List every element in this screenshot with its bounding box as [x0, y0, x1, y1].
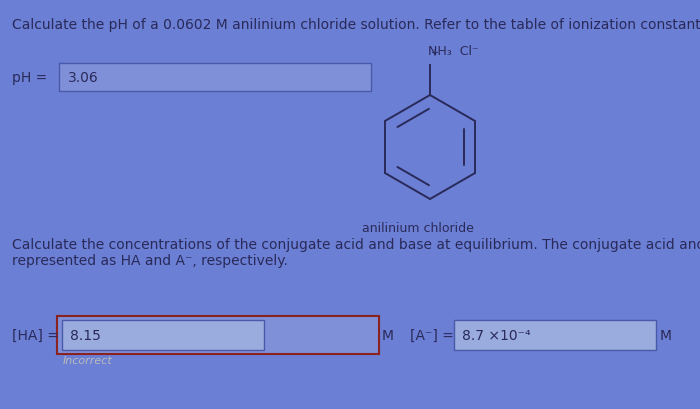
Text: M: M	[382, 328, 394, 342]
Text: Incorrect: Incorrect	[63, 355, 113, 365]
Text: anilinium chloride: anilinium chloride	[362, 221, 474, 234]
Text: represented as HA and A⁻, respectively.: represented as HA and A⁻, respectively.	[12, 254, 288, 267]
FancyBboxPatch shape	[59, 64, 371, 92]
Text: NH₃  Cl⁻: NH₃ Cl⁻	[428, 45, 479, 58]
FancyBboxPatch shape	[62, 320, 264, 350]
Text: M: M	[660, 328, 672, 342]
Text: 3.06: 3.06	[68, 71, 99, 85]
Text: 8.15: 8.15	[70, 328, 101, 342]
Text: Calculate the concentrations of the conjugate acid and base at equilibrium. The : Calculate the concentrations of the conj…	[12, 237, 700, 252]
Text: +: +	[430, 48, 438, 58]
Text: pH =: pH =	[12, 71, 48, 85]
Text: 8.7 ×10⁻⁴: 8.7 ×10⁻⁴	[462, 328, 531, 342]
Text: [A⁻] =: [A⁻] =	[410, 328, 454, 342]
FancyBboxPatch shape	[57, 316, 379, 354]
FancyBboxPatch shape	[454, 320, 656, 350]
Text: [HA] =: [HA] =	[12, 328, 59, 342]
Text: Calculate the pH of a 0.0602 M anilinium chloride solution. Refer to the table o: Calculate the pH of a 0.0602 M anilinium…	[12, 18, 700, 32]
